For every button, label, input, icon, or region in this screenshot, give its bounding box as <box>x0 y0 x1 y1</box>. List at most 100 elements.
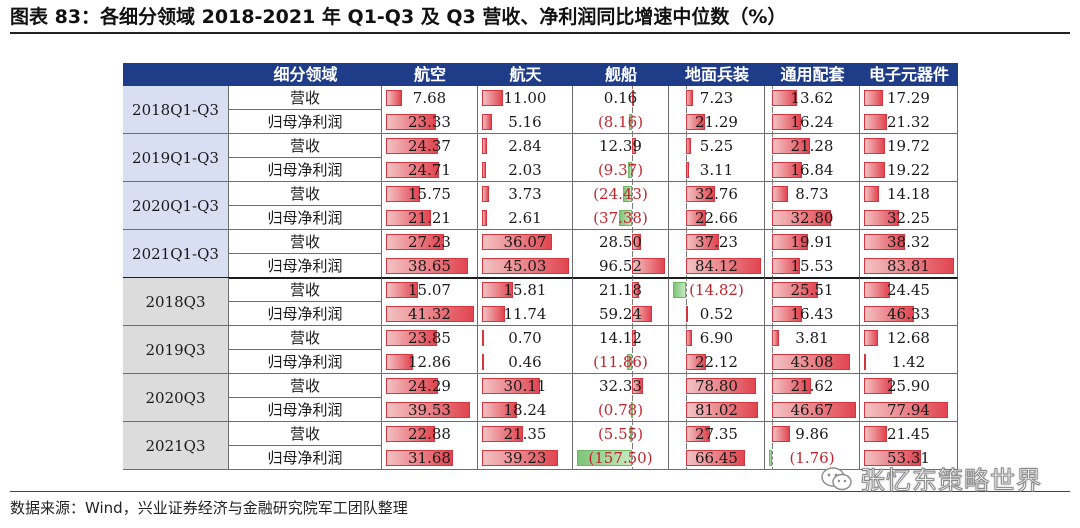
data-bar <box>864 450 922 466</box>
data-bar <box>864 186 880 202</box>
metric-label: 营收 <box>229 86 382 110</box>
group-label: 2018Q1-Q3 <box>123 86 229 134</box>
data-bar <box>631 306 653 322</box>
zero-axis <box>631 422 633 446</box>
table-cell: 43.08 <box>765 350 860 374</box>
table-cell: 32.25 <box>860 206 958 230</box>
data-bar <box>631 90 634 106</box>
metric-label: 营收 <box>229 326 382 350</box>
data-bar <box>386 402 471 418</box>
table-cell: 5.25 <box>669 134 765 158</box>
table-cell: 2.84 <box>478 134 573 158</box>
cell-value: 23.85 <box>408 329 451 347</box>
table-cell: 21.21 <box>382 206 478 230</box>
cell-value: 32.25 <box>887 209 930 227</box>
cell-value: 43.08 <box>790 353 834 371</box>
data-bar <box>864 402 948 418</box>
zero-axis <box>631 446 633 470</box>
metric-label: 营收 <box>229 134 382 158</box>
cell-value: 32.80 <box>790 209 834 227</box>
data-bar <box>772 378 811 394</box>
data-bar <box>772 258 801 274</box>
table-cell: 21.32 <box>860 110 958 134</box>
group-label: 2020Q3 <box>123 374 229 422</box>
table-cell: 21.29 <box>669 110 765 134</box>
table-cell: 15.07 <box>382 278 478 302</box>
table-cell: 23.33 <box>382 110 478 134</box>
table-cell: 21.62 <box>765 374 860 398</box>
data-bar <box>864 162 885 178</box>
data-bar <box>577 450 632 466</box>
cell-value: 16.84 <box>790 161 834 179</box>
table-cell: 84.12 <box>669 254 765 278</box>
table-cell: 8.73 <box>765 182 860 206</box>
cell-value: 22.12 <box>695 353 738 371</box>
table-cell: 16.24 <box>765 110 860 134</box>
data-bar <box>686 330 693 346</box>
cell-value: 78.80 <box>695 377 738 395</box>
data-bar <box>864 90 883 106</box>
data-bar <box>482 186 490 202</box>
data-bar <box>628 114 632 130</box>
cell-value: 36.07 <box>503 233 547 251</box>
data-bar <box>673 282 687 298</box>
cell-value: 15.53 <box>790 257 834 275</box>
cell-value: 84.12 <box>695 257 738 275</box>
table-cell: 22.88 <box>382 422 478 446</box>
metric-label: 归母净利润 <box>229 446 382 470</box>
footer-divider <box>10 491 1070 492</box>
table-cell: 24.71 <box>382 158 478 182</box>
table-cell: 14.18 <box>860 182 958 206</box>
table-cell: 83.81 <box>860 254 958 278</box>
data-bar <box>772 186 788 202</box>
data-bar <box>482 402 518 418</box>
cell-value: 2.61 <box>508 209 542 227</box>
cell-value: 46.33 <box>887 305 930 323</box>
data-bar <box>631 138 636 154</box>
cell-value: 21.29 <box>695 113 738 131</box>
data-bar <box>386 258 469 274</box>
table-cell: 22.66 <box>669 206 765 230</box>
cell-value: (37.38) <box>593 209 648 227</box>
table-cell: 11.00 <box>478 86 573 110</box>
data-bar <box>386 378 438 394</box>
data-bar <box>686 234 720 250</box>
table-cell: 66.45 <box>669 446 765 470</box>
group-label: 2020Q1-Q3 <box>123 182 229 230</box>
cell-value: 1.42 <box>891 353 926 371</box>
table-cell: 38.32 <box>860 230 958 254</box>
table-cell: 12.68 <box>860 326 958 350</box>
data-bar <box>631 330 637 346</box>
data-bar <box>864 330 878 346</box>
table-cell: 24.29 <box>382 374 478 398</box>
cell-value: (157.50) <box>588 449 653 467</box>
cell-value: 5.16 <box>508 113 542 131</box>
data-bar <box>864 306 914 322</box>
cell-value: 22.66 <box>695 209 738 227</box>
group-label: 2018Q3 <box>123 278 229 326</box>
data-bar <box>386 426 435 442</box>
table-cell: (157.50) <box>573 446 669 470</box>
cell-value: 14.12 <box>599 329 642 347</box>
cell-value: 3.81 <box>795 329 829 347</box>
cell-value: 53.31 <box>887 449 930 467</box>
table-cell: (8.16) <box>573 110 669 134</box>
group-label: 2019Q3 <box>123 326 229 374</box>
column-header: 电子元器件 <box>868 65 949 84</box>
table-cell: 5.16 <box>478 110 573 134</box>
cell-value: (0.78) <box>597 401 644 419</box>
table-cell: 16.84 <box>765 158 860 182</box>
cell-value: 21.35 <box>503 425 547 443</box>
cell-value: 30.11 <box>503 377 547 395</box>
cell-value: 25.51 <box>790 281 834 299</box>
cell-value: 19.72 <box>887 137 930 155</box>
cell-value: 0.70 <box>508 329 542 347</box>
data-bar <box>772 138 811 154</box>
data-bar <box>482 138 488 154</box>
data-bar <box>686 306 689 322</box>
table-cell: 1.42 <box>860 350 958 374</box>
data-bar <box>772 234 808 250</box>
cell-value: 24.45 <box>887 281 930 299</box>
metric-label: 归母净利润 <box>229 158 382 182</box>
data-bar <box>482 330 484 346</box>
